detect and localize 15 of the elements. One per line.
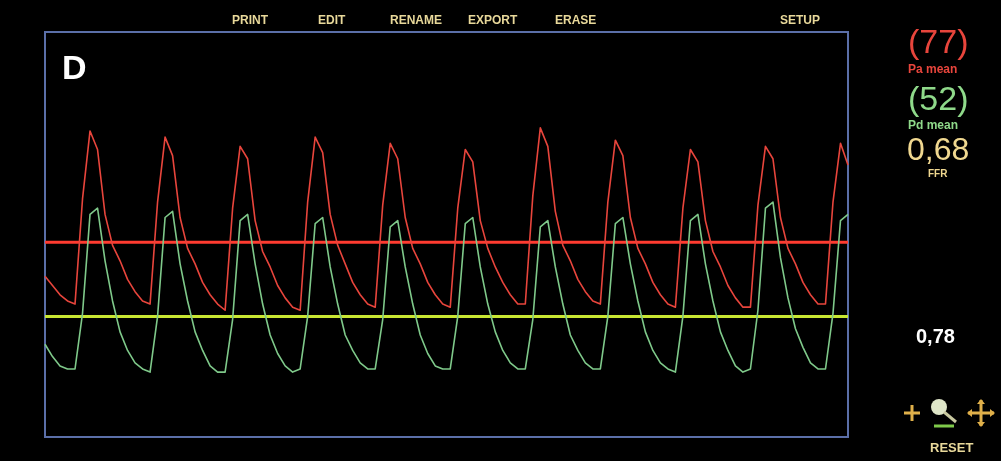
text: EXPORT [468, 13, 518, 27]
text: (52) [908, 79, 969, 118]
text: FFR [928, 168, 948, 179]
text: EDIT [318, 13, 346, 27]
text: 0,78 [916, 325, 955, 348]
text: (77) [908, 22, 969, 61]
text: 0,68 [907, 131, 970, 168]
text: D [62, 48, 87, 87]
text: SETUP [780, 13, 821, 27]
text: RESET [930, 440, 974, 455]
text: RENAME [390, 13, 443, 27]
text: Pd mean [908, 118, 959, 132]
text: Pa mean [908, 62, 958, 76]
text: ERASE [555, 13, 597, 27]
text: PRINT [232, 13, 268, 27]
